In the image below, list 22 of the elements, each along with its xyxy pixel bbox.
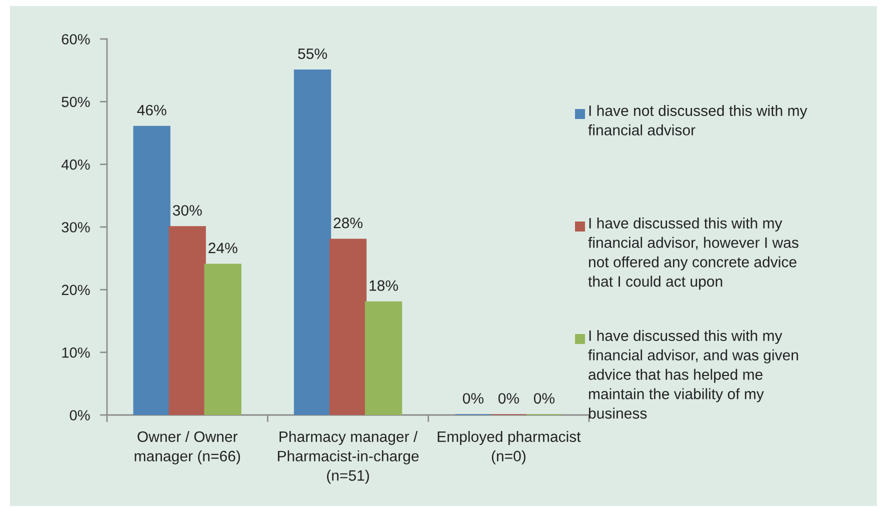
y-tick-label: 10% bbox=[62, 347, 90, 358]
data-label: 30% bbox=[172, 205, 202, 216]
legend-label: I have discussed this with my financial advisor, however I was not offered any concrete advice that I could act upon bbox=[588, 218, 798, 290]
data-label: 24% bbox=[208, 242, 238, 254]
y-tick-label: 0% bbox=[70, 410, 90, 420]
x-tick-label: Owner / Owner manager (n=66) bbox=[134, 430, 240, 464]
y-tick-label: 50% bbox=[62, 96, 90, 108]
y-tick-label: 60% bbox=[62, 34, 90, 44]
x-tick-label: Employed pharmacist (n=0) bbox=[438, 430, 581, 464]
data-label: 55% bbox=[298, 48, 327, 60]
x-tick-label: Pharmacy manager / Pharmacist-in-charge (n=51) bbox=[278, 430, 419, 484]
data-label: 46% bbox=[137, 104, 166, 116]
data-label: 28% bbox=[334, 218, 362, 228]
legend-label: I have not discussed this with my financial advisor bbox=[588, 105, 808, 136]
y-tick-label: 40% bbox=[61, 159, 90, 170]
data-label: 0% bbox=[534, 393, 554, 404]
y-tick-label: 20% bbox=[62, 284, 90, 296]
y-tick-label: 30% bbox=[62, 222, 90, 232]
data-label: 18% bbox=[370, 280, 398, 291]
data-label: 0% bbox=[462, 393, 484, 404]
legend-label: I have discussed this with my financial advisor, and was given advice that has helped me maintain the viability of my business bbox=[588, 330, 798, 419]
data-label: 0% bbox=[498, 393, 519, 404]
